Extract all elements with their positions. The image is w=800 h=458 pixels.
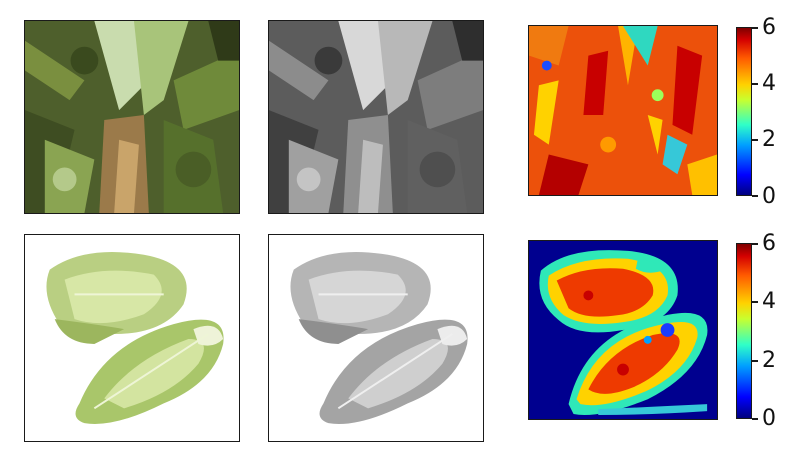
cabbage-heatmap (528, 240, 718, 420)
cabbage-color-photo (24, 234, 240, 442)
cabbage-grayscale-photo (268, 234, 484, 442)
colorbar-top-tick-0 (752, 195, 758, 197)
colorbar-bottom-tick-2 (752, 360, 758, 362)
banana-grayscale-photo (268, 20, 484, 214)
colorbar-bottom-label-6: 6 (762, 231, 776, 256)
colorbar-top-label-4: 4 (762, 71, 776, 96)
colorbar-bottom-label-0: 0 (762, 406, 776, 431)
banana-heatmap (528, 25, 718, 196)
colorbar-top-tick-4 (752, 83, 758, 85)
banana-color-photo (24, 20, 240, 214)
colorbar-top-label-6: 6 (762, 15, 776, 40)
colorbar-bottom-tick-4 (752, 301, 758, 303)
colorbar-bottom-tick-6 (752, 243, 758, 245)
colorbar-bottom-label-2: 2 (762, 348, 776, 373)
colorbar-top-label-0: 0 (762, 184, 776, 209)
colorbar-top-tick-2 (752, 139, 758, 141)
colorbar-bottom-label-4: 4 (762, 289, 776, 314)
colorbar-top-tick-6 (752, 27, 758, 29)
colorbar-bottom (736, 243, 752, 419)
colorbar-top-label-2: 2 (762, 127, 776, 152)
colorbar-bottom-tick-0 (752, 418, 758, 420)
colorbar-top (736, 27, 752, 196)
